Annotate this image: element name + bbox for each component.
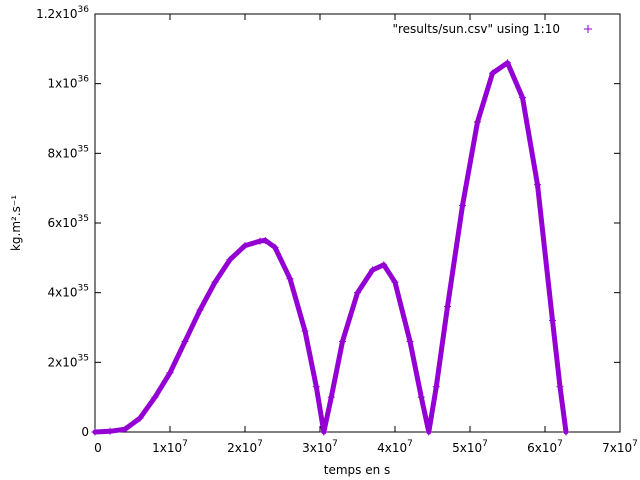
data-point [241,242,249,250]
legend: "results/sun.csv" using 1:10 [392,22,592,36]
data-point [320,428,328,436]
data-series [91,59,570,436]
y-tick-label: 8x1035 [48,144,89,160]
data-point [549,317,556,325]
data-point [226,256,234,264]
data-point [312,383,320,391]
x-tick-label: 0 [94,441,102,455]
y-axis-label: kg.m².s⁻¹ [9,195,23,251]
series-band [92,60,569,435]
data-point [151,393,159,401]
data-point [286,275,294,283]
data-point [106,427,114,435]
data-point [327,393,335,401]
series-group [91,59,570,436]
data-point [562,428,570,436]
data-point [369,266,376,274]
data-point [121,425,129,433]
data-point [166,369,174,377]
data-point [354,289,361,297]
x-tick-label: 4x107 [377,439,413,455]
data-point [261,236,269,244]
x-axis-label: temps en s [324,463,391,477]
data-point [432,383,440,391]
data-point [380,261,388,269]
data-point [489,69,496,77]
x-tick-label: 5x107 [452,439,488,455]
y-tick-label: 4x1035 [48,284,89,300]
data-point [519,94,526,102]
data-point [339,337,346,345]
data-point [504,59,511,67]
y-tick-label: 1x1036 [48,75,90,91]
data-point [444,303,451,311]
ticks-group: 0 1x107 2x107 3x107 4x107 5x107 6x107 7x107 0 2x1… [36,5,638,455]
data-point [406,337,414,345]
data-point [459,202,466,210]
data-point [196,306,204,314]
data-point [301,327,309,335]
data-point [391,278,399,286]
data-point [91,428,99,436]
data-point [181,337,189,345]
data-point [474,118,481,126]
data-point [425,428,433,436]
x-tick-label: 6x107 [527,439,563,455]
y-tick-label: 6x1035 [48,214,89,230]
data-point [136,414,144,422]
data-point [417,393,425,401]
x-tick-label: 2x107 [227,439,263,455]
legend-label: "results/sun.csv" using 1:10 [392,22,560,36]
y-tick-label: 0 [81,425,89,439]
y-tick-label: 2x1035 [48,353,89,369]
data-point [534,181,541,189]
data-point [211,278,219,286]
data-point [256,237,264,245]
x-tick-label: 1x107 [152,439,188,455]
data-point [271,243,279,251]
x-tick-label: 7x107 [602,439,638,455]
data-point [556,383,564,391]
x-tick-label: 3x107 [302,439,338,455]
y-tick-label: 1.2x1036 [36,5,89,21]
